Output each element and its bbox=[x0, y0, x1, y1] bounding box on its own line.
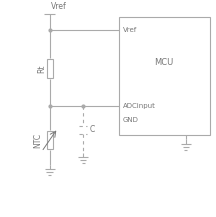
Bar bbox=[119, 17, 210, 135]
Text: MCU: MCU bbox=[154, 58, 174, 67]
Text: Vref: Vref bbox=[51, 2, 67, 11]
Text: ADCinput: ADCinput bbox=[123, 103, 156, 109]
Text: GND: GND bbox=[123, 117, 138, 123]
Text: Vref: Vref bbox=[123, 27, 137, 33]
Bar bbox=[47, 59, 53, 77]
Bar bbox=[47, 131, 53, 149]
Text: Rt: Rt bbox=[37, 64, 46, 73]
Text: NTC: NTC bbox=[33, 132, 42, 148]
Text: C: C bbox=[89, 125, 94, 134]
